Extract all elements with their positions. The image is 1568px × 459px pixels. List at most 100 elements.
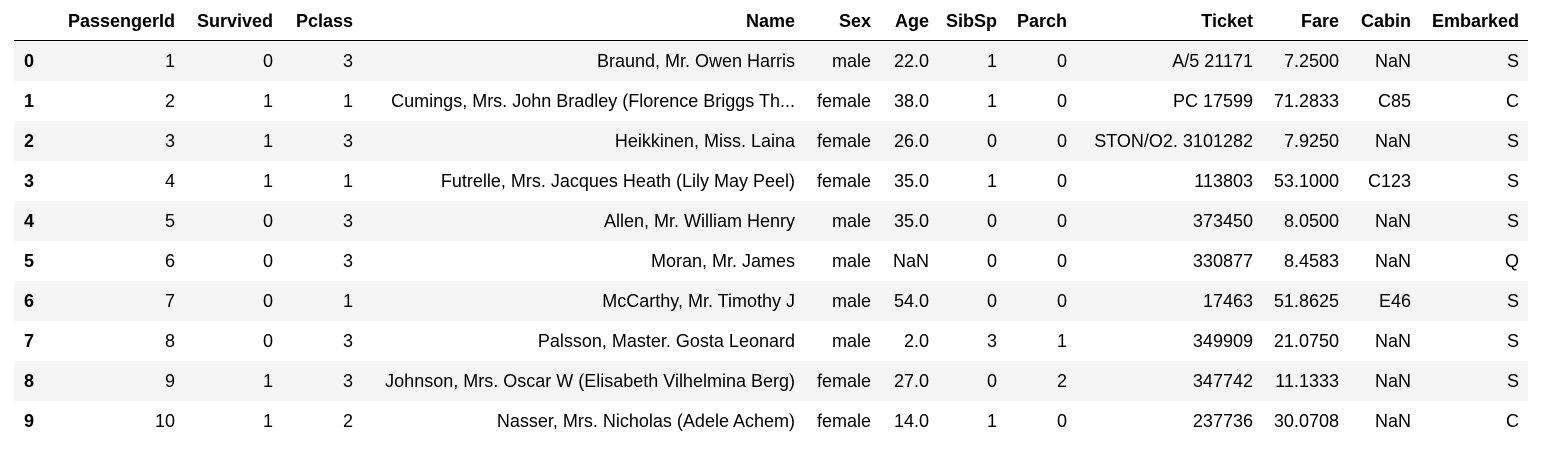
table-row: 1 2 1 1 Cumings, Mrs. John Bradley (Flor…: [14, 81, 1528, 121]
cell-survived: 0: [262, 210, 273, 231]
row-index: 6: [24, 290, 35, 311]
cell-fare: 30.0708: [1273, 410, 1339, 431]
header-index: [14, 2, 52, 41]
cell-passengerid: 6: [164, 250, 175, 271]
header-ticket: Ticket: [1076, 2, 1262, 41]
cell-cabin: NaN: [1374, 410, 1411, 431]
cell-embarked: S: [1506, 130, 1519, 151]
cell-sex: female: [816, 170, 871, 191]
cell-fare: 7.9250: [1283, 130, 1339, 151]
header-sex: Sex: [804, 2, 880, 41]
header-row: PassengerId Survived Pclass Name Sex Age…: [14, 2, 1528, 41]
cell-passengerid: 1: [164, 50, 175, 71]
cell-pclass: 2: [342, 410, 353, 431]
cell-name: McCarthy, Mr. Timothy J: [602, 290, 795, 311]
cell-embarked: S: [1506, 370, 1519, 391]
cell-parch: 1: [1056, 330, 1067, 351]
cell-parch: 0: [1056, 410, 1067, 431]
table-row: 6 7 0 1 McCarthy, Mr. Timothy J male 54.…: [14, 281, 1528, 321]
cell-age: 14.0: [893, 410, 929, 431]
cell-fare: 8.0500: [1283, 210, 1339, 231]
cell-age: 54.0: [893, 290, 929, 311]
cell-pclass: 1: [342, 290, 353, 311]
row-index: 0: [24, 50, 35, 71]
cell-age: 35.0: [893, 170, 929, 191]
cell-ticket: STON/O2. 3101282: [1094, 130, 1253, 151]
cell-cabin: NaN: [1374, 330, 1411, 351]
cell-passengerid: 5: [164, 210, 175, 231]
cell-pclass: 3: [342, 250, 353, 271]
cell-name: Nasser, Mrs. Nicholas (Adele Achem): [496, 410, 795, 431]
cell-pclass: 1: [342, 170, 353, 191]
cell-embarked: S: [1506, 210, 1519, 231]
row-index: 9: [24, 410, 35, 431]
table-row: 5 6 0 3 Moran, Mr. James male NaN 0 0 33…: [14, 241, 1528, 281]
row-index: 7: [24, 330, 35, 351]
cell-sibsp: 0: [986, 210, 997, 231]
cell-sex: female: [816, 370, 871, 391]
cell-sibsp: 0: [986, 130, 997, 151]
cell-sex: female: [816, 130, 871, 151]
dataframe-output: PassengerId Survived Pclass Name Sex Age…: [14, 2, 1528, 441]
cell-sibsp: 0: [986, 290, 997, 311]
cell-pclass: 3: [342, 50, 353, 71]
cell-embarked: C: [1506, 410, 1519, 431]
table-row: 9 10 1 2 Nasser, Mrs. Nicholas (Adele Ac…: [14, 401, 1528, 441]
cell-fare: 21.0750: [1273, 330, 1339, 351]
cell-cabin: NaN: [1374, 210, 1411, 231]
cell-age: 35.0: [893, 210, 929, 231]
cell-cabin: NaN: [1374, 250, 1411, 271]
header-survived: Survived: [184, 2, 282, 41]
cell-parch: 0: [1056, 130, 1067, 151]
cell-name: Braund, Mr. Owen Harris: [596, 50, 795, 71]
cell-ticket: 17463: [1202, 290, 1253, 311]
cell-passengerid: 3: [164, 130, 175, 151]
cell-age: 26.0: [893, 130, 929, 151]
cell-sex: female: [816, 90, 871, 111]
cell-name: Palsson, Master. Gosta Leonard: [537, 330, 795, 351]
table-row: 0 1 0 3 Braund, Mr. Owen Harris male 22.…: [14, 40, 1528, 81]
header-sibsp: SibSp: [938, 2, 1006, 41]
table-body: 0 1 0 3 Braund, Mr. Owen Harris male 22.…: [14, 40, 1528, 441]
cell-ticket: 347742: [1192, 370, 1253, 391]
cell-ticket: PC 17599: [1172, 90, 1253, 111]
cell-passengerid: 9: [164, 370, 175, 391]
cell-parch: 0: [1056, 290, 1067, 311]
cell-pclass: 3: [342, 330, 353, 351]
cell-embarked: S: [1506, 330, 1519, 351]
cell-parch: 0: [1056, 250, 1067, 271]
cell-fare: 11.1333: [1275, 370, 1339, 391]
cell-sex: male: [831, 290, 871, 311]
cell-sibsp: 0: [986, 370, 997, 391]
cell-cabin: NaN: [1374, 370, 1411, 391]
cell-name: Cumings, Mrs. John Bradley (Florence Bri…: [391, 90, 795, 111]
header-fare: Fare: [1262, 2, 1348, 41]
cell-survived: 1: [262, 370, 273, 391]
cell-passengerid: 8: [164, 330, 175, 351]
header-parch: Parch: [1006, 2, 1076, 41]
cell-age: 2.0: [903, 330, 929, 351]
cell-sex: male: [831, 250, 871, 271]
row-index: 2: [24, 130, 35, 151]
row-index: 5: [24, 250, 35, 271]
cell-passengerid: 7: [164, 290, 175, 311]
cell-age: NaN: [892, 250, 929, 271]
cell-age: 27.0: [893, 370, 929, 391]
cell-ticket: 373450: [1192, 210, 1253, 231]
cell-passengerid: 4: [164, 170, 175, 191]
cell-age: 22.0: [893, 50, 929, 71]
cell-sibsp: 1: [986, 170, 997, 191]
cell-survived: 1: [262, 130, 273, 151]
cell-survived: 1: [262, 170, 273, 191]
row-index: 1: [24, 90, 35, 111]
header-cabin: Cabin: [1348, 2, 1420, 41]
cell-age: 38.0: [893, 90, 929, 111]
cell-name: Futrelle, Mrs. Jacques Heath (Lily May P…: [440, 170, 795, 191]
cell-passengerid: 2: [164, 90, 175, 111]
cell-ticket: A/5 21171: [1172, 50, 1253, 71]
cell-parch: 0: [1056, 210, 1067, 231]
cell-survived: 0: [262, 330, 273, 351]
cell-ticket: 237736: [1192, 410, 1253, 431]
cell-fare: 7.2500: [1283, 50, 1339, 71]
cell-survived: 1: [262, 410, 273, 431]
